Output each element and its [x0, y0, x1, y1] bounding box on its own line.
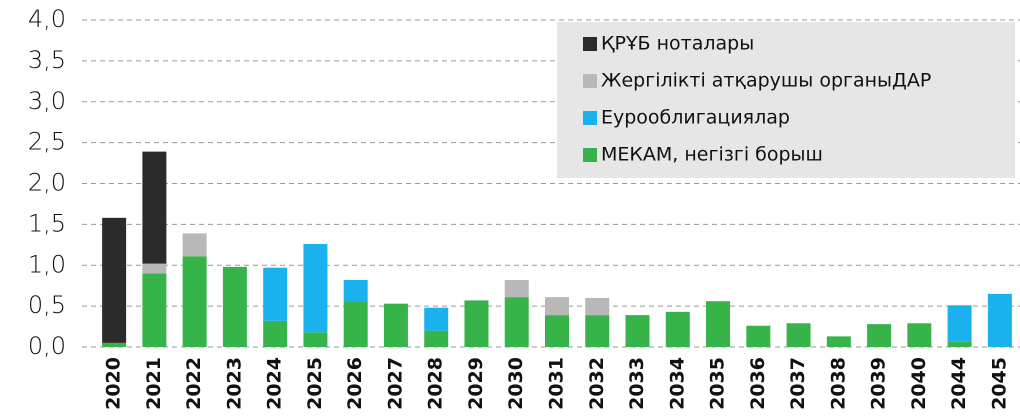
bar-segment — [947, 341, 972, 347]
y-tick-label: 4,0 — [28, 5, 66, 33]
bar-segment — [343, 302, 368, 347]
x-tick-label: 2020 — [103, 357, 125, 410]
bar-segment — [826, 336, 851, 347]
bar-segment — [746, 325, 771, 347]
x-tick-label: 2024 — [264, 357, 286, 410]
bar-segment — [585, 315, 610, 347]
bar-segment — [504, 279, 529, 298]
x-tick-label: 2023 — [223, 357, 245, 410]
x-tick-label: 2033 — [626, 357, 648, 410]
legend-swatch — [583, 37, 597, 51]
x-tick-label: 2038 — [827, 357, 849, 410]
bar-segment — [585, 297, 610, 316]
bar-segment — [142, 151, 167, 264]
y-tick-label: 2,0 — [28, 169, 66, 197]
bar-segment — [303, 243, 328, 333]
bar-segment — [182, 256, 207, 347]
legend-label: ҚРҰБ ноталары — [601, 33, 754, 55]
bar-segment — [383, 303, 408, 347]
bar-segment — [464, 300, 489, 347]
x-tick-label: 2037 — [787, 357, 809, 410]
y-tick-label: 0,0 — [28, 332, 66, 360]
legend-label: Жергілікті атқарушы органыДАР — [601, 70, 931, 92]
x-tick-label: 2021 — [143, 357, 165, 410]
x-tick-label: 2030 — [505, 357, 527, 410]
y-tick-label: 1,5 — [28, 209, 66, 237]
legend-swatch — [583, 74, 597, 88]
bar-segment — [343, 279, 368, 303]
x-tick-label: 2028 — [425, 357, 447, 410]
y-tick-label: 0,5 — [28, 291, 66, 319]
x-tick-label: 2022 — [183, 357, 205, 410]
bar-segment — [263, 267, 288, 321]
bar-segment — [907, 323, 932, 347]
y-tick-label: 2,5 — [28, 128, 66, 156]
x-tick-label: 2045 — [988, 357, 1010, 410]
bar-segment — [786, 323, 811, 347]
x-tick-label: 2025 — [304, 357, 326, 410]
x-tick-label: 2026 — [344, 357, 366, 410]
bar-segment — [142, 273, 167, 347]
y-tick-label: 1,0 — [28, 250, 66, 278]
legend-label: МЕКАМ, негізгі борыш — [601, 144, 823, 166]
bar-segment — [424, 330, 449, 347]
x-tick-label: 2035 — [707, 357, 729, 410]
x-tick-label: 2034 — [666, 357, 688, 410]
bar-segment — [545, 297, 569, 316]
bar-segment — [504, 297, 529, 347]
bar-segment — [182, 233, 207, 257]
legend-swatch — [583, 148, 597, 162]
bar-segment — [424, 307, 449, 331]
x-tick-label: 2032 — [586, 357, 608, 410]
bar-segment — [263, 320, 288, 347]
bar-segment — [625, 315, 650, 347]
legend-swatch — [583, 111, 597, 125]
x-tick-label: 2027 — [384, 357, 406, 410]
bar-segment — [665, 311, 690, 347]
bar-segment — [947, 305, 972, 342]
y-tick-label: 3,5 — [28, 46, 66, 74]
bar-segment — [545, 315, 569, 347]
bar-segment — [867, 324, 892, 347]
x-tick-label: 2036 — [747, 357, 769, 410]
bar-segment — [987, 293, 1012, 347]
bar-segment — [706, 301, 731, 347]
x-tick-label: 2044 — [948, 357, 970, 410]
bar-segment — [142, 263, 167, 274]
x-tick-label: 2031 — [546, 357, 568, 410]
bar-segment — [102, 217, 127, 343]
x-tick-label: 2040 — [908, 357, 930, 410]
legend-label: Еурооблигациялар — [601, 107, 790, 129]
bar-segment — [102, 342, 127, 347]
x-tick-label: 2039 — [868, 357, 890, 410]
bar-segment — [303, 332, 328, 347]
x-tick-label: 2029 — [465, 357, 487, 410]
bar-segment — [222, 266, 247, 347]
y-tick-label: 3,0 — [28, 87, 66, 115]
legend-box — [557, 22, 1015, 178]
